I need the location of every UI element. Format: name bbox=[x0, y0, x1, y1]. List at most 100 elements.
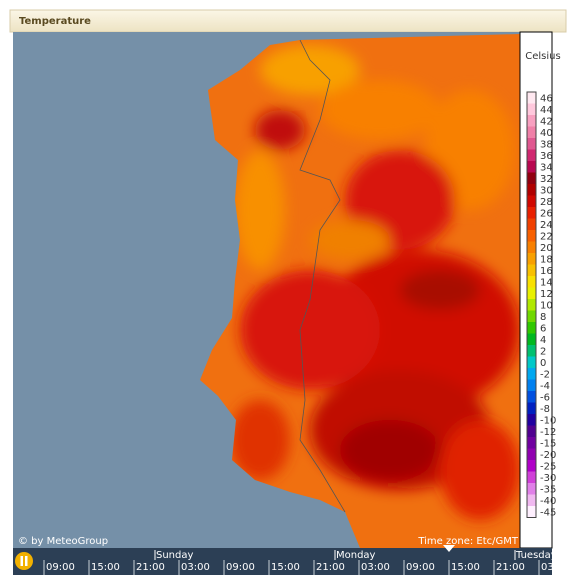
legend-swatch bbox=[527, 356, 536, 369]
legend-label: 20 bbox=[540, 243, 553, 254]
legend-swatch bbox=[527, 425, 536, 438]
legend-label: 14 bbox=[540, 277, 553, 288]
legend-label: -2 bbox=[540, 369, 550, 380]
legend-swatch bbox=[527, 115, 536, 127]
hour-label: 15:00 bbox=[451, 562, 480, 573]
legend-swatch bbox=[527, 494, 536, 507]
legend-label: -35 bbox=[540, 484, 556, 495]
day-label: Monday bbox=[336, 550, 376, 561]
legend-swatch bbox=[527, 287, 536, 300]
timezone: Time zone: Etc/GMT bbox=[417, 536, 519, 547]
hour-label: 03:00 bbox=[181, 562, 210, 573]
timeline bbox=[13, 548, 552, 575]
legend-swatch bbox=[527, 264, 536, 277]
legend-label: 22 bbox=[540, 231, 553, 242]
legend-label: -4 bbox=[540, 381, 550, 392]
legend-label: 16 bbox=[540, 266, 553, 277]
pause-icon bbox=[25, 556, 28, 566]
legend-swatch bbox=[527, 184, 536, 196]
legend-label: 34 bbox=[540, 162, 553, 173]
legend-swatch bbox=[527, 103, 536, 116]
hour-label: 09:00 bbox=[226, 562, 255, 573]
legend-swatch bbox=[527, 230, 536, 242]
legend-label: 12 bbox=[540, 289, 553, 300]
legend-swatch bbox=[527, 149, 536, 162]
legend-swatch bbox=[527, 322, 536, 334]
hour-label: 09:00 bbox=[406, 562, 435, 573]
time-marker[interactable] bbox=[443, 545, 455, 552]
legend-frame bbox=[526, 91, 537, 518]
legend-label: 2 bbox=[540, 346, 546, 357]
legend-label: -45 bbox=[540, 507, 556, 518]
legend-swatch bbox=[527, 483, 536, 495]
legend-label: -15 bbox=[540, 438, 556, 449]
hour-label: 09:00 bbox=[46, 562, 75, 573]
legend-swatch bbox=[527, 379, 536, 392]
legend-swatch bbox=[527, 172, 536, 185]
legend-label: -30 bbox=[540, 473, 556, 484]
hour-label: 03:00 bbox=[361, 562, 390, 573]
legend-label: -40 bbox=[540, 496, 556, 507]
day-label: Sunday bbox=[156, 550, 193, 561]
legend-label: 36 bbox=[540, 151, 553, 162]
legend-label: -25 bbox=[540, 461, 556, 472]
legend-swatch bbox=[527, 391, 536, 403]
legend-label: 18 bbox=[540, 254, 553, 265]
legend-label: 8 bbox=[540, 312, 546, 323]
legend-swatch bbox=[527, 253, 536, 265]
hour-label: 15:00 bbox=[91, 562, 120, 573]
border bbox=[299, 39, 346, 513]
legend-label: -20 bbox=[540, 450, 556, 461]
legend-swatch bbox=[527, 195, 536, 208]
hour-label: 21:00 bbox=[496, 562, 525, 573]
legend-label: 40 bbox=[540, 128, 553, 139]
legend-label: 30 bbox=[540, 185, 553, 196]
legend-label: 6 bbox=[540, 323, 546, 334]
credit: © by MeteoGroup bbox=[18, 536, 108, 547]
legend-swatch bbox=[527, 460, 536, 472]
play-button[interactable] bbox=[15, 552, 33, 570]
legend-swatch bbox=[527, 161, 536, 173]
legend-unit: Celsius bbox=[525, 51, 560, 62]
land bbox=[200, 34, 520, 548]
title: Temperature bbox=[19, 16, 91, 27]
legend-swatch bbox=[527, 345, 536, 357]
legend-swatch bbox=[527, 437, 536, 449]
pause-icon bbox=[20, 556, 23, 566]
legend-swatch bbox=[527, 276, 536, 288]
legend: 4644424038363432302826242220181614121086… bbox=[526, 91, 556, 518]
legend-swatch bbox=[527, 218, 536, 231]
legend-swatch bbox=[527, 207, 536, 219]
legend-label: 42 bbox=[540, 116, 553, 127]
legend-label: 46 bbox=[540, 93, 553, 104]
legend-swatch bbox=[527, 333, 536, 346]
legend-label: 24 bbox=[540, 220, 553, 231]
day-label: Tuesday bbox=[515, 550, 557, 561]
legend-label: 38 bbox=[540, 139, 553, 150]
legend-swatch bbox=[527, 471, 536, 484]
legend-label: -8 bbox=[540, 404, 550, 415]
legend-swatch bbox=[527, 414, 536, 426]
timeline-labels: 09:00 15:00 21:00 03:00 09:00 15:00 21:00 03:00… bbox=[43, 550, 570, 575]
legend-label: 4 bbox=[540, 335, 546, 346]
legend-swatch bbox=[527, 126, 536, 139]
legend-swatch bbox=[527, 506, 536, 518]
legend-label: 10 bbox=[540, 300, 553, 311]
legend-swatch bbox=[527, 368, 536, 380]
legend-swatch bbox=[527, 92, 536, 104]
hour-label: 21:00 bbox=[136, 562, 165, 573]
header-bar bbox=[9, 9, 567, 33]
legend-label: 44 bbox=[540, 105, 553, 116]
legend-swatch bbox=[527, 241, 536, 254]
hour-label: 15:00 bbox=[271, 562, 300, 573]
hour-label: 21:00 bbox=[316, 562, 345, 573]
hour-label: 03:00 bbox=[541, 562, 570, 573]
legend-label: 32 bbox=[540, 174, 553, 185]
legend-label: -10 bbox=[540, 415, 556, 426]
legend-swatch bbox=[527, 138, 536, 150]
legend-label: 26 bbox=[540, 208, 553, 219]
legend-label: -6 bbox=[540, 392, 550, 403]
legend-swatch bbox=[527, 402, 536, 415]
